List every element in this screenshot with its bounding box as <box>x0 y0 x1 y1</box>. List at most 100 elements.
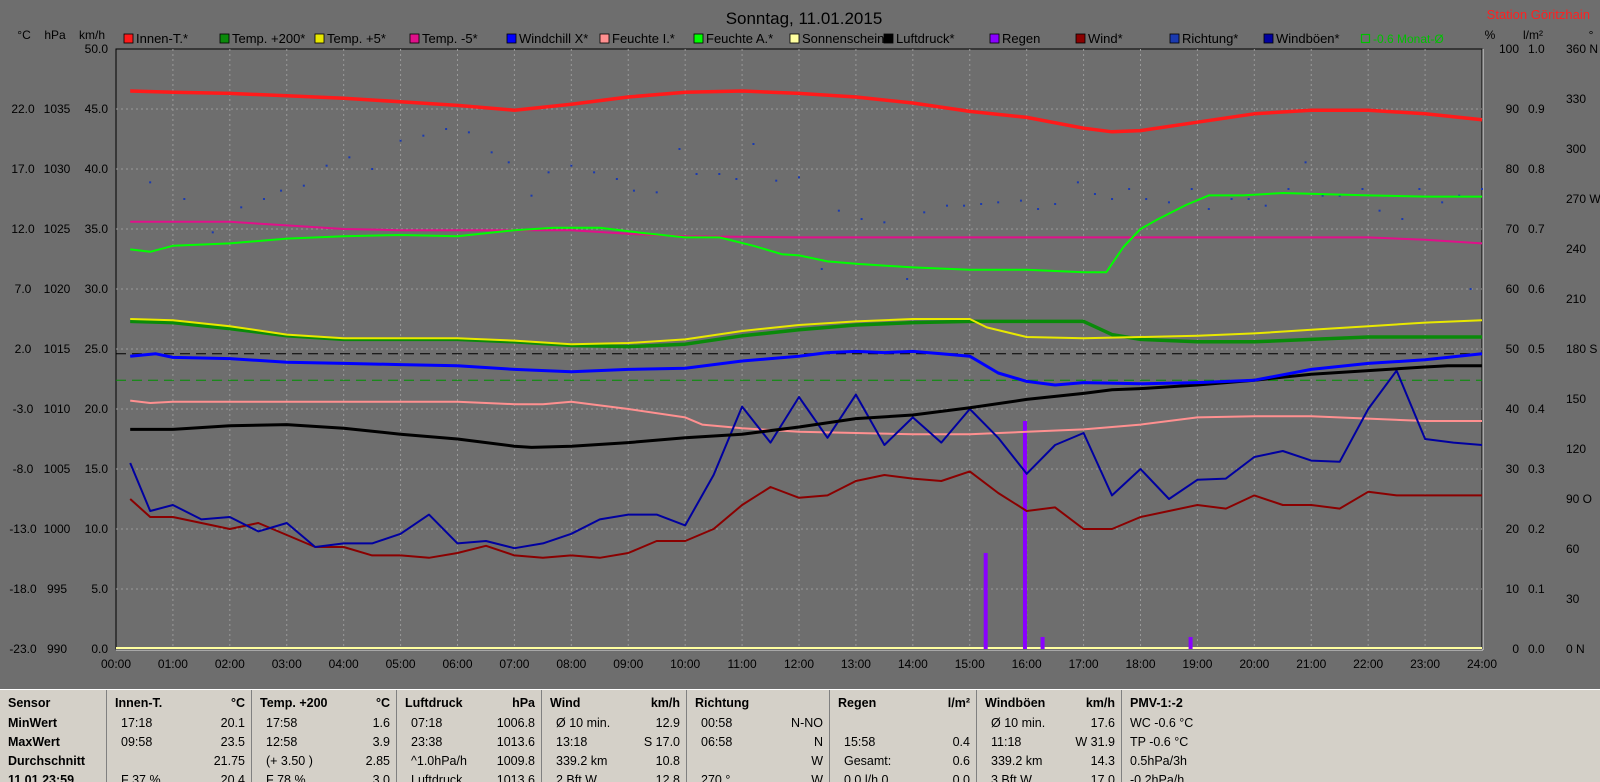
wind-tick-label: 5.0 <box>91 582 108 596</box>
stats-row-value: 17.0 <box>1090 773 1115 782</box>
temp-tick-label: -8.0 <box>13 462 34 476</box>
direction-point <box>1093 193 1096 195</box>
stats-column-title: Regen <box>838 696 877 710</box>
series-line-luftdruck <box>130 364 1482 449</box>
stats-row: (+ 3.50 ) 2.85 <box>260 754 390 772</box>
series-line-innen-t <box>130 89 1483 134</box>
direction-point <box>240 206 243 209</box>
stats-row: 12:58 3.9 <box>260 735 390 753</box>
direction-tick-label: 240 <box>1566 242 1586 256</box>
stats-row-time: 0.5hPa/3h <box>1130 754 1187 768</box>
stats-row-value: 0.6 <box>952 754 970 768</box>
stats-panel: Sensor MinWert MaxWert Durchschnitt 11.01.23… <box>0 689 1600 782</box>
stats-row-value: 14.3 <box>1090 754 1115 768</box>
legend-label: Innen-T.* <box>136 31 188 46</box>
direction-tick-label: 150 <box>1566 392 1586 406</box>
stats-row: 07:18 1006.8 <box>405 716 535 734</box>
stats-column-richtung: Richtung 00:58 N-NO 06:58 N W 270 ° W <box>687 690 830 782</box>
rain-tick-label: 0.9 <box>1528 102 1545 116</box>
stats-row-time: 3 Bft W <box>991 773 1032 782</box>
stats-row-time: (+ 3.50 ) <box>266 754 313 768</box>
direction-point <box>678 148 681 150</box>
stats-row: 3 Bft W 17.0 <box>985 773 1115 782</box>
time-tick-label: 01:00 <box>158 657 188 671</box>
pressure-tick-label: 995 <box>47 582 67 596</box>
direction-tick-label: 30 <box>1566 592 1580 606</box>
temp-tick-label: -13.0 <box>9 522 37 536</box>
stats-row: 339.2 km 14.3 <box>985 754 1115 772</box>
direction-point <box>1054 203 1057 205</box>
direction-point <box>547 171 550 174</box>
time-tick-label: 13:00 <box>841 657 871 671</box>
stats-row-time: 09:58 <box>121 735 153 749</box>
stats-column-pmv: PMV-1:-2 WC -0.6 °C TP -0.6 °C 0.5hPa/3h -0.… <box>1122 690 1600 782</box>
legend-marker <box>1075 33 1086 44</box>
stats-row-value: 1009.8 <box>496 754 535 768</box>
time-tick-label: 22:00 <box>1353 657 1383 671</box>
stats-row-time: Gesamt: <box>844 754 892 768</box>
direction-point <box>490 151 493 154</box>
station-name: Station Göritzhain <box>1487 7 1590 22</box>
stats-row-time: 07:18 <box>411 716 443 730</box>
time-tick-label: 24:00 <box>1467 657 1497 671</box>
rain-bar <box>983 553 988 649</box>
stats-row: WC -0.6 °C <box>1130 716 1594 734</box>
stats-column-unit: l/m² <box>947 696 970 710</box>
stats-row-value: N-NO <box>791 716 823 730</box>
direction-point <box>262 198 265 200</box>
pressure-tick-label: 1025 <box>44 222 71 236</box>
stats-row-time: WC -0.6 °C <box>1130 716 1194 730</box>
legend-label: Temp. +200* <box>232 31 305 46</box>
direction-axis-label: ° <box>1589 28 1594 42</box>
direction-tick-label: 330 <box>1566 92 1586 106</box>
direction-point <box>1230 198 1233 200</box>
direction-point <box>1441 201 1444 204</box>
direction-point <box>906 278 909 280</box>
wind-tick-label: 50.0 <box>85 42 109 56</box>
wind-tick-label: 0.0 <box>91 642 108 656</box>
legend-label: Richtung* <box>1182 31 1238 46</box>
stats-column-sensor: Sensor MinWert MaxWert Durchschnitt 11.01.23… <box>0 690 107 782</box>
series-line-feuchte-i <box>130 399 1482 436</box>
direction-point <box>445 128 448 130</box>
legend-label: Windböen* <box>1276 31 1340 46</box>
stats-row-label: 11.01.23:59 <box>8 773 75 782</box>
humidity-tick-label: 60 <box>1506 282 1520 296</box>
stats-row: 17:18 20.1 <box>115 716 245 734</box>
stats-column-header: Innen-T. °C <box>115 696 245 710</box>
time-tick-label: 07:00 <box>499 657 529 671</box>
rain-tick-label: 0.3 <box>1528 462 1545 476</box>
direction-point <box>1264 204 1267 207</box>
stats-row-time: -0.2hPa/h <box>1130 773 1185 782</box>
stats-row-time: 12:58 <box>266 735 298 749</box>
direction-point <box>399 139 402 142</box>
humidity-tick-label: 0 <box>1512 642 1519 656</box>
rain-bar <box>1040 637 1045 649</box>
wind-tick-label: 20.0 <box>85 402 109 416</box>
legend-marker <box>314 33 325 44</box>
time-tick-label: 08:00 <box>556 657 586 671</box>
temp-tick-label: 12.0 <box>11 222 35 236</box>
stats-row-value: 1.6 <box>372 716 390 730</box>
stats-row-time: F 37 % <box>121 773 161 782</box>
stats-row: Ø 10 min. 12.9 <box>550 716 680 734</box>
humidity-tick-label: 100 <box>1499 42 1519 56</box>
stats-row-time: 270 ° <box>701 773 731 782</box>
stats-row-value: 12.9 <box>655 716 680 730</box>
stats-row-time: F 78 % <box>266 773 306 782</box>
temp-tick-label: 2.0 <box>15 342 32 356</box>
direction-point <box>422 134 425 137</box>
stats-row-value: 1006.8 <box>496 716 535 730</box>
stats-column-unit: km/h <box>1085 696 1115 710</box>
rain-bar <box>1188 637 1193 649</box>
direction-point <box>1247 198 1250 200</box>
humidity-axis-label: % <box>1485 28 1496 42</box>
series-line-windchill-x <box>130 349 1483 387</box>
direction-point <box>1190 188 1193 190</box>
chart-title: Sonntag, 11.01.2015 <box>726 9 883 28</box>
direction-point <box>860 218 863 220</box>
stats-row-label: MaxWert <box>8 735 60 749</box>
stats-row-time: 17:18 <box>121 716 153 730</box>
stats-column-title: Innen-T. <box>115 696 163 710</box>
